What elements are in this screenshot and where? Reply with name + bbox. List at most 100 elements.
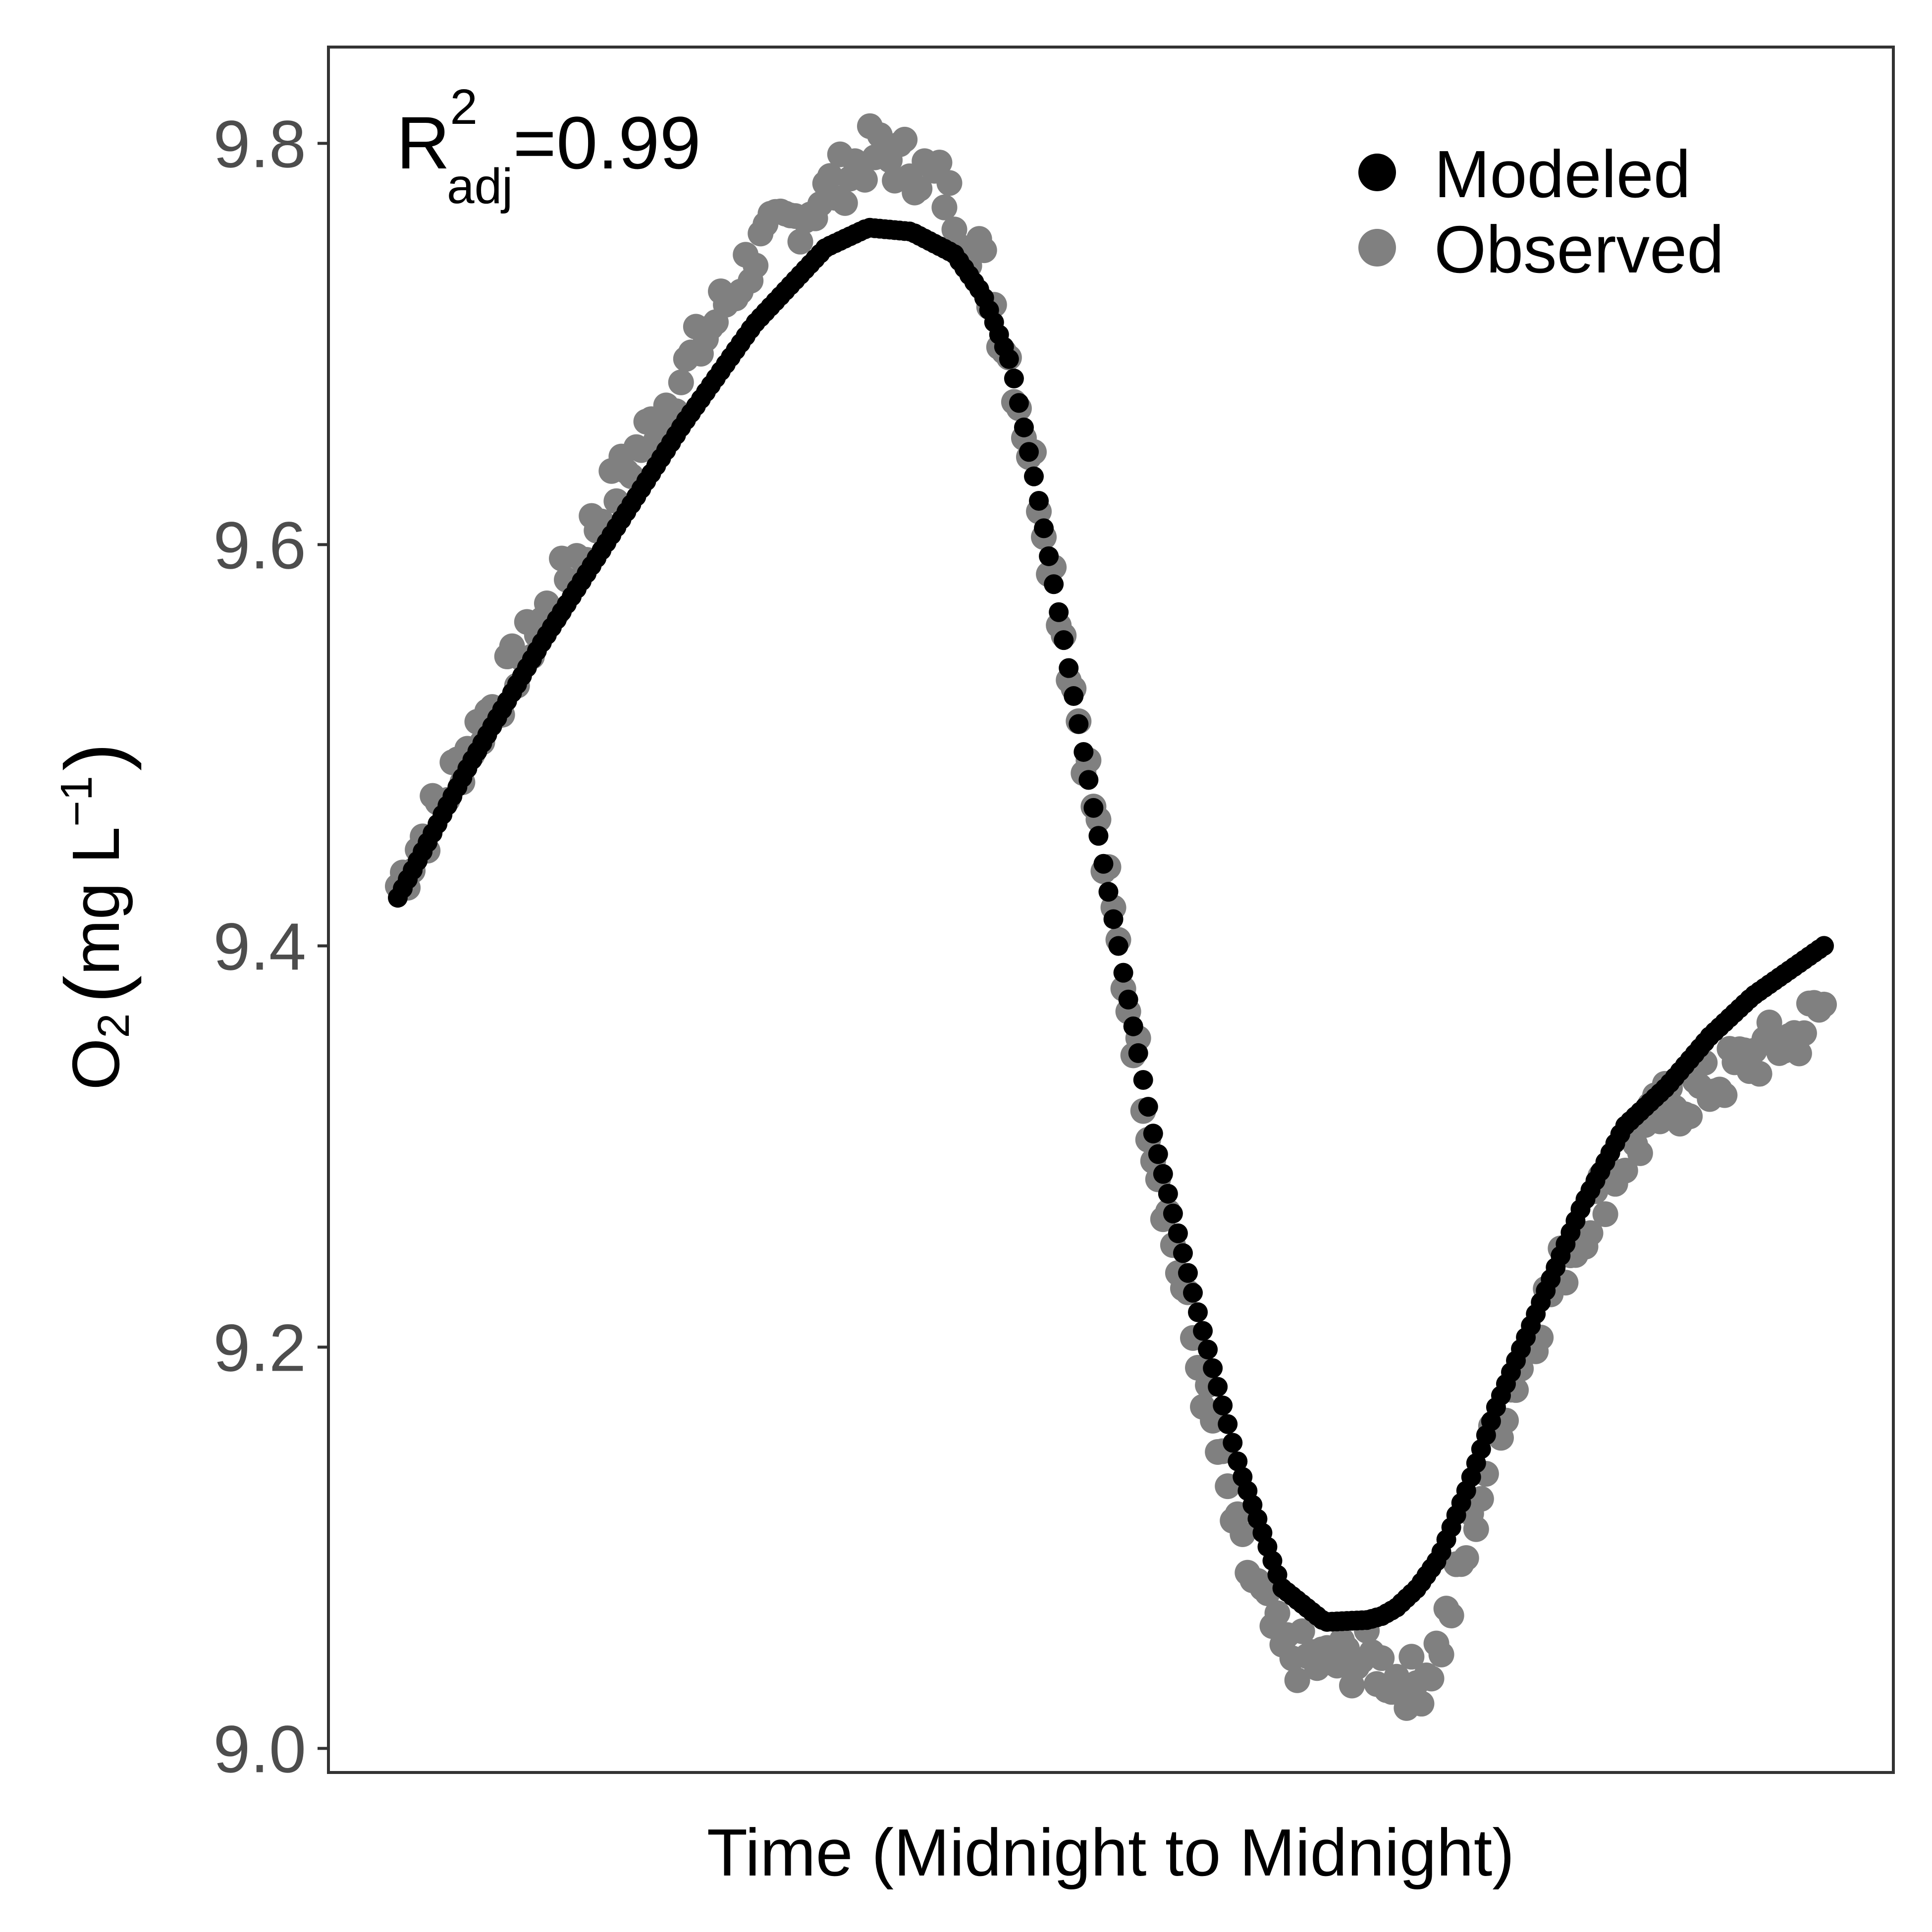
modeled-point	[1069, 714, 1089, 734]
modeled-point	[1049, 602, 1069, 622]
observed-point	[817, 163, 843, 189]
modeled-point	[1138, 1097, 1158, 1117]
modeled-point	[1178, 1263, 1198, 1283]
observed-point	[1786, 1040, 1812, 1067]
y-axis-title-unit-superscript: −1	[52, 776, 102, 827]
modeled-point	[1168, 1223, 1188, 1243]
modeled-point	[1034, 518, 1054, 538]
observed-point	[1453, 1545, 1479, 1571]
observed-point	[1463, 1516, 1489, 1542]
modeled-point	[1044, 574, 1064, 594]
modeled-point	[1198, 1340, 1218, 1360]
observed-point	[1418, 1665, 1445, 1692]
modeled-point	[1088, 826, 1109, 846]
modeled-point	[1223, 1433, 1243, 1453]
modeled-point	[1103, 909, 1124, 929]
y-tick-label: 9.8	[213, 107, 306, 181]
panel-border	[327, 46, 1895, 1774]
y-axis-title-close-paren: )	[48, 743, 142, 771]
observed-point	[668, 369, 694, 395]
y-axis-title-subscript: 2	[89, 1013, 139, 1038]
observed-point	[1746, 1061, 1772, 1087]
modeled-point	[1188, 1302, 1208, 1322]
observed-point	[1712, 1082, 1738, 1108]
observed-point	[743, 253, 769, 279]
modeled-point	[1019, 442, 1039, 462]
modeled-point	[1183, 1283, 1203, 1303]
modeled-point	[1009, 393, 1029, 413]
r2-base: R	[396, 101, 450, 184]
modeled-point	[1193, 1321, 1213, 1341]
observed-point	[1791, 1020, 1817, 1046]
modeled-point	[1218, 1414, 1238, 1434]
modeled-point	[1098, 882, 1119, 902]
modeled-point	[1208, 1377, 1228, 1397]
modeled-point	[1213, 1395, 1233, 1416]
modeled-point	[1024, 466, 1044, 486]
modeled-point	[1153, 1164, 1173, 1184]
observed-point	[1592, 1201, 1618, 1227]
modeled-series	[388, 217, 1834, 1632]
y-tick-label: 9.2	[213, 1310, 306, 1385]
modeled-point	[1004, 369, 1024, 389]
legend: Modeled Observed	[1358, 137, 1724, 287]
modeled-point	[1078, 770, 1099, 790]
r2-value: =0.99	[513, 101, 701, 184]
modeled-point	[1014, 417, 1034, 437]
y-axis-title-unit: mg L	[58, 827, 133, 975]
observed-point	[1408, 1691, 1435, 1717]
observed-point	[1428, 1641, 1454, 1667]
observed-point	[1369, 1645, 1395, 1671]
modeled-point	[1173, 1243, 1193, 1263]
r2-annotation: R2 adj=0.99	[396, 79, 701, 214]
observed-point	[936, 170, 963, 196]
modeled-point	[1158, 1183, 1178, 1204]
observed-point	[1264, 1600, 1290, 1626]
observed-point	[1398, 1644, 1425, 1670]
observed-point	[1230, 1521, 1256, 1548]
observed-point	[1677, 1103, 1703, 1129]
y-axis-title-prefix: O	[58, 1038, 133, 1090]
x-axis-title: Time (Midnight to Midnight)	[707, 1815, 1515, 1890]
modeled-point	[1083, 798, 1104, 818]
legend-modeled-key	[1358, 154, 1396, 191]
modeled-point	[1118, 989, 1138, 1010]
legend-observed-key	[1358, 229, 1396, 267]
observed-point	[1438, 1603, 1464, 1629]
modeled-point	[1059, 658, 1079, 678]
y-axis-title: O2 (mg L−1)	[48, 743, 142, 1090]
legend-modeled-label: Modeled	[1434, 137, 1691, 212]
modeled-point	[1039, 546, 1059, 566]
observed-point	[787, 228, 813, 255]
observed-point	[1612, 1157, 1638, 1183]
modeled-point	[1148, 1144, 1168, 1164]
modeled-point	[999, 349, 1019, 369]
modeled-point	[1029, 490, 1049, 511]
modeled-point	[1123, 1016, 1143, 1036]
modeled-point	[1054, 630, 1074, 650]
observed-point	[1811, 991, 1837, 1018]
modeled-point	[1163, 1203, 1183, 1224]
y-tick-label: 9.6	[213, 508, 306, 583]
observed-point	[1577, 1220, 1604, 1246]
observed-point	[852, 166, 878, 193]
observed-point	[1289, 1618, 1315, 1644]
y-tick-label: 9.0	[213, 1712, 306, 1786]
modeled-point	[1133, 1070, 1153, 1090]
observed-point	[971, 237, 997, 264]
modeled-point	[1228, 1451, 1248, 1471]
y-tick-label: 9.4	[213, 909, 306, 984]
modeled-point	[1113, 963, 1133, 983]
modeled-point	[1814, 936, 1834, 956]
observed-point	[931, 194, 958, 220]
legend-observed-label: Observed	[1434, 212, 1724, 287]
observed-point	[907, 175, 933, 202]
observed-point	[892, 126, 918, 153]
modeled-point	[1128, 1043, 1148, 1063]
observed-point	[832, 190, 858, 216]
modeled-point	[1143, 1124, 1163, 1144]
modeled-point	[1108, 936, 1128, 956]
observed-point	[926, 150, 953, 176]
r2-subscript: adj	[447, 159, 513, 214]
